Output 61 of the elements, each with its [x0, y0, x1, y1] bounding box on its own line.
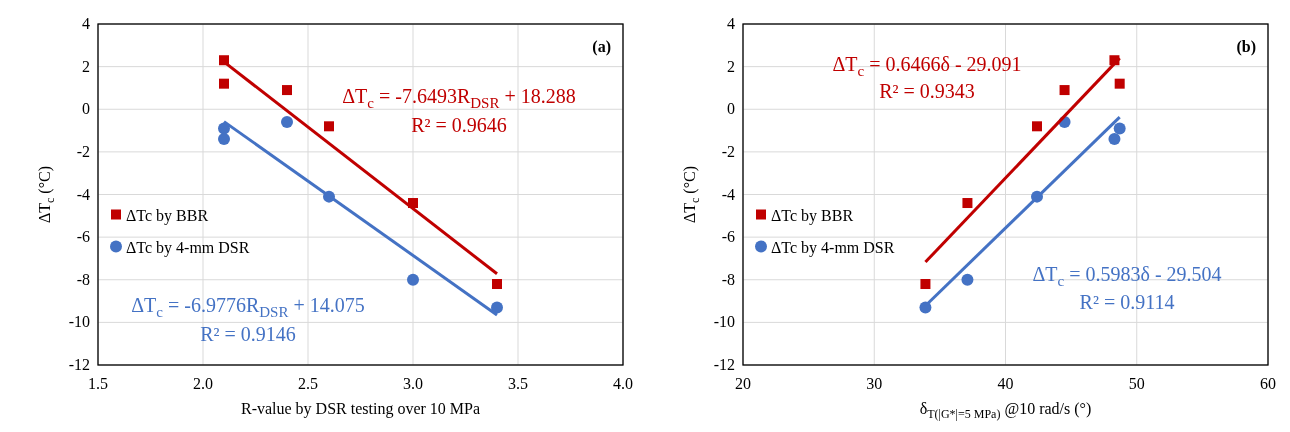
point [492, 279, 502, 290]
annotation: ΔT$_{c}$ = -7.6493R$_{DSR}$ + 18.288 [342, 85, 576, 111]
legend-label: ΔTc by 4-mm DSR [771, 238, 895, 257]
x-tick-label: 2.0 [193, 375, 213, 392]
y-tick-label: -10 [68, 313, 90, 331]
annotation: R² = 0.9114 [1079, 291, 1175, 313]
x-axis-title: R-value by DSR testing over 10 MPa [240, 400, 481, 418]
annotation: ΔT$_{c}$ = -6.9776R$_{DSR}$ + 14.075 [131, 294, 365, 320]
point [281, 116, 293, 129]
x-tick-label: 1.5 [88, 375, 108, 392]
x-axis-title: δ$_{T(|G*|=5 MPa)}$ @10 rad/s (°) [919, 400, 1092, 421]
point [282, 85, 292, 96]
point [491, 301, 503, 314]
legend-label: ΔTc by BBR [126, 206, 209, 225]
y-tick-label: -10 [713, 313, 735, 331]
x-tick-label: 2.5 [298, 375, 318, 392]
point [1113, 122, 1126, 135]
y-tick-label: 0 [727, 100, 735, 118]
point [324, 121, 334, 132]
annotation: R² = 0.9646 [411, 114, 507, 136]
x-tick-label: 3.5 [508, 375, 528, 392]
text: (a) [592, 38, 611, 56]
x-tick-label: 3.0 [403, 375, 423, 392]
text: (b) [1236, 38, 1256, 56]
point [1114, 78, 1125, 89]
y-tick-label: -6 [721, 228, 735, 246]
point [1059, 85, 1070, 96]
y-tick-label: -12 [713, 356, 735, 373]
y-tick-label: -8 [76, 270, 90, 288]
x-tick-label: 50 [1128, 375, 1145, 392]
annotation: ΔT$_{c}$ = 0.5983δ - 29.504 [1032, 263, 1222, 289]
x-tick-label: 4.0 [613, 375, 633, 392]
y-tick-label: 2 [82, 57, 90, 75]
point [962, 198, 973, 209]
y-tick-label: -4 [76, 185, 90, 203]
y-tick-label: -6 [76, 228, 90, 246]
y-tick-label: -2 [721, 142, 735, 160]
y-tick-label: -8 [721, 270, 735, 288]
annotation: R² = 0.9146 [200, 323, 296, 345]
legend-label: ΔTc by 4-mm DSR [126, 238, 250, 257]
point [961, 273, 974, 286]
point [1108, 133, 1121, 146]
annotation: ΔT$_{c}$ = 0.6466δ - 29.091 [832, 53, 1022, 79]
legend-label: ΔTc by BBR [771, 206, 854, 225]
point [920, 279, 931, 290]
x-tick-label: 60 [1260, 375, 1276, 392]
y-tick-label: 4 [82, 15, 90, 32]
point [218, 133, 230, 146]
y-tick-label: -4 [721, 185, 735, 203]
x-tick-label: 30 [866, 375, 883, 392]
y-tick-label: 4 [727, 15, 735, 32]
point [1032, 121, 1042, 132]
y-tick-label: 0 [82, 100, 90, 118]
y-tick-label: 2 [727, 57, 735, 75]
point [219, 78, 229, 89]
annotation: R² = 0.9343 [879, 80, 975, 102]
y-tick-label: -12 [68, 356, 90, 373]
y-tick-label: -2 [76, 142, 90, 160]
x-tick-label: 20 [735, 375, 751, 392]
x-tick-label: 40 [997, 375, 1014, 392]
point [407, 273, 419, 286]
